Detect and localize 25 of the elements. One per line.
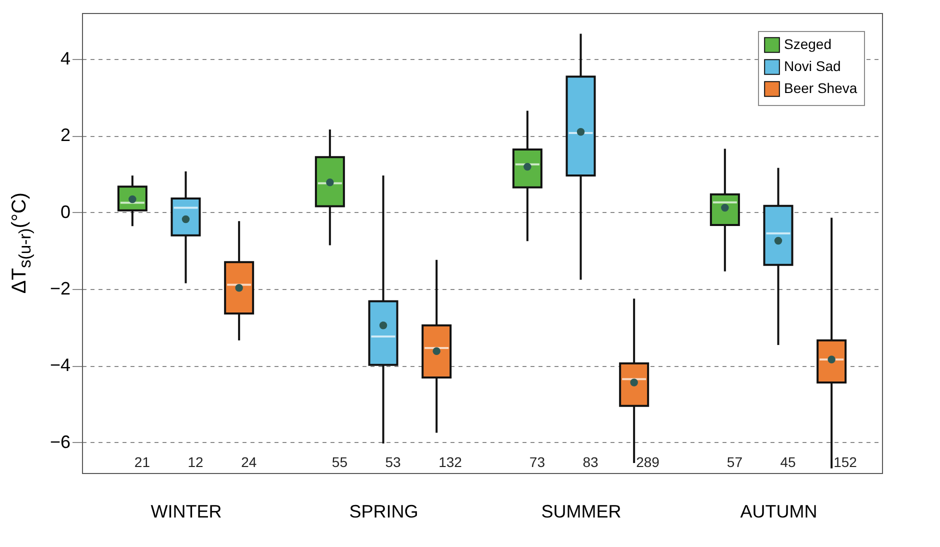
legend-label: Novi Sad: [784, 58, 841, 74]
text: 45: [780, 454, 796, 470]
x-tick-label: WINTER: [150, 502, 222, 522]
y-tick-label: 4: [60, 48, 70, 68]
text: 55: [332, 454, 348, 470]
text: 21: [134, 454, 150, 470]
x-tick-label: AUTUMN: [740, 502, 818, 522]
x-tick-label: SPRING: [349, 502, 418, 522]
legend-label: Szeged: [784, 36, 832, 52]
text: 289: [636, 454, 660, 470]
y-tick-label: 0: [60, 202, 70, 222]
legend-label: Beer Sheva: [784, 80, 858, 96]
y-tick-label: −6: [50, 432, 70, 452]
text: 83: [582, 454, 598, 470]
y-tick-label: −2: [50, 278, 70, 298]
text: 132: [438, 454, 462, 470]
text: 73: [529, 454, 546, 470]
x-tick-label: SUMMER: [541, 502, 622, 522]
text: 12: [188, 454, 204, 470]
text: 152: [834, 454, 857, 470]
text: 57: [726, 454, 743, 470]
text: 24: [241, 454, 257, 470]
text: 53: [385, 454, 401, 470]
y-tick-label: −4: [50, 355, 70, 376]
y-tick-label: 2: [60, 125, 70, 146]
